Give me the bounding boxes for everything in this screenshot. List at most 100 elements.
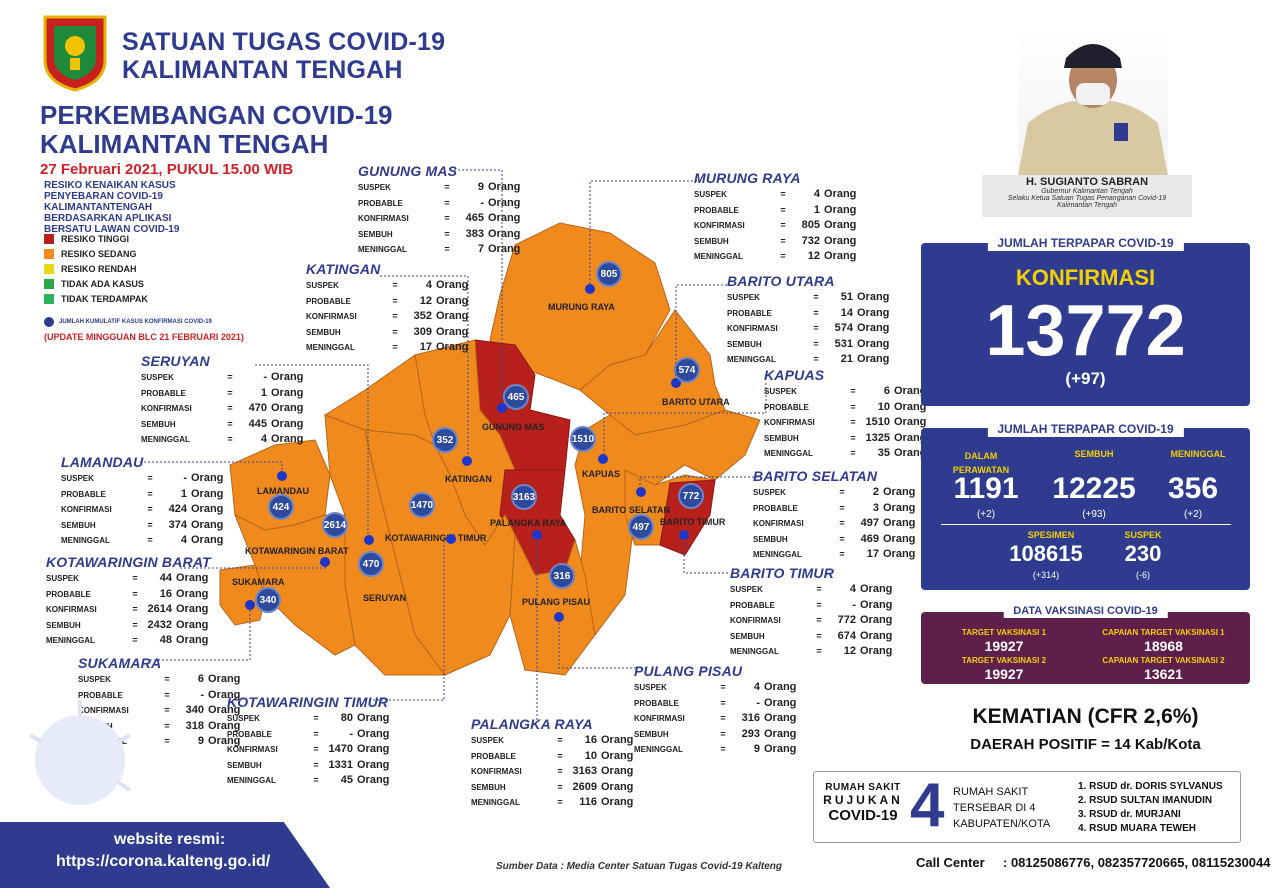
- stat-label: KONFIRMASI: [753, 519, 804, 528]
- stat-label: KONFIRMASI: [764, 418, 815, 427]
- stat-label: SEMBUH: [727, 339, 762, 349]
- legend-swatch: [44, 234, 54, 244]
- stat-label: PROBABLE: [730, 600, 775, 610]
- stat-equals: =: [444, 197, 450, 208]
- rs-list: 1. RSUD dr. DORIS SYLVANUS 2. RSUD SULTA…: [1078, 780, 1223, 836]
- stat-value: 4: [180, 534, 187, 546]
- stat-row-probable: PROBABLE = 16 Orang: [46, 587, 211, 603]
- stat-unit: Orang: [488, 212, 521, 224]
- stat-value: 374: [168, 518, 187, 531]
- stat-equals: =: [392, 326, 398, 337]
- stat-unit: Orang: [208, 735, 241, 747]
- stat-value: 772: [837, 614, 856, 626]
- region-stats-palangka-raya: PALANGKA RAYA SUSPEK = 16 Orang PROBABLE = 10 Or…: [471, 715, 633, 811]
- stat-row-sembuh: SEMBUH = 469 Orang: [753, 532, 915, 548]
- stat-equals: =: [227, 403, 233, 413]
- stat-label: SEMBUH: [471, 782, 506, 792]
- stat-row-meninggal: MENINGGAL = 4 Orang: [141, 432, 303, 448]
- stat-label: MENINGGAL: [764, 449, 813, 458]
- stat-equals: =: [850, 417, 856, 427]
- dalam-perawatan-delta: (+2): [976, 509, 996, 520]
- stat-label: PROBABLE: [78, 690, 123, 700]
- map-label-murung-raya: MURUNG RAYA: [548, 302, 615, 312]
- stat-unit: Orang: [436, 325, 469, 338]
- stat-row-sembuh: SEMBUH = 531 Orang: [727, 337, 889, 353]
- stat-unit: Orang: [208, 704, 241, 716]
- stat-equals: =: [816, 599, 822, 610]
- stat-value: 3163: [572, 765, 597, 777]
- stat-equals: =: [147, 504, 153, 514]
- stat-unit: Orang: [894, 416, 927, 428]
- stat-equals: =: [720, 744, 726, 754]
- stat-row-meninggal: MENINGGAL = 4 Orang: [61, 533, 223, 549]
- stat-label: KONFIRMASI: [727, 324, 778, 333]
- stat-label: KONFIRMASI: [78, 706, 129, 715]
- stat-equals: =: [164, 705, 170, 715]
- stat-value: 12: [807, 250, 820, 262]
- stat-equals: =: [313, 759, 319, 770]
- stat-equals: =: [164, 720, 170, 731]
- stat-value: 293: [741, 727, 760, 740]
- stat-row-probable: PROBABLE = - Orang: [634, 696, 796, 712]
- stat-label: KONFIRMASI: [61, 505, 112, 514]
- stat-label: MENINGGAL: [141, 435, 190, 444]
- target1-value: 19927: [984, 638, 1024, 654]
- stat-unit: Orang: [601, 780, 634, 793]
- capaian1-value: 18968: [1144, 638, 1183, 654]
- rs-mid-block: RUMAH SAKIT TERSEBAR DI 4 KABUPATEN/KOTA: [953, 784, 1050, 832]
- stat-row-suspek: SUSPEK = 51 Orang: [727, 290, 889, 306]
- stat-unit: Orang: [860, 614, 893, 626]
- stat-value: 12: [843, 645, 856, 657]
- stat-label: KONFIRMASI: [227, 745, 278, 754]
- region-stats-seruyan: SERUYAN SUSPEK = - Orang PROBABLE = 1 Orang KONFI…: [141, 352, 303, 448]
- stat-row-suspek: SUSPEK = 80 Orang: [227, 711, 389, 727]
- province-map: [219, 222, 760, 676]
- stat-label: PROBABLE: [141, 388, 186, 398]
- stat-unit: Orang: [488, 243, 521, 255]
- stat-equals: =: [780, 220, 786, 230]
- region-name: MURUNG RAYA: [694, 170, 801, 186]
- map-label-kotawaringin-timur: KOTAWARINGIN TIMUR: [385, 533, 487, 543]
- legend-swatch: [44, 294, 54, 304]
- stat-unit: Orang: [357, 774, 390, 786]
- legend-item: RESIKO SEDANG: [44, 249, 137, 259]
- location-dot-pulang-pisau: [554, 612, 564, 622]
- stat-unit: Orang: [176, 618, 209, 631]
- stat-unit: Orang: [357, 727, 390, 740]
- stat-unit: Orang: [191, 487, 224, 500]
- stat-row-suspek: SUSPEK = 4 Orang: [306, 278, 468, 294]
- stat-unit: Orang: [271, 433, 304, 445]
- stat-row-probable: PROBABLE = - Orang: [227, 727, 389, 743]
- stat-equals: =: [780, 235, 786, 246]
- stat-equals: =: [780, 204, 786, 215]
- stat-row-sembuh: SEMBUH = 732 Orang: [694, 234, 856, 250]
- stat-label: PROBABLE: [727, 308, 772, 318]
- stat-value: 1: [813, 203, 820, 216]
- capaian2-value: 13621: [1144, 666, 1183, 682]
- stat-label: SUSPEK: [694, 190, 727, 199]
- website-banner: [0, 822, 330, 888]
- stat-unit: Orang: [357, 743, 390, 755]
- region-name: SUKAMARA: [78, 655, 162, 671]
- target2-label: TARGET VAKSINASI 2: [961, 656, 1047, 665]
- stat-value: 1510: [865, 416, 890, 428]
- stat-unit: Orang: [601, 749, 634, 762]
- stat-equals: =: [557, 766, 563, 776]
- stat-label: SEMBUH: [730, 631, 765, 641]
- legend-item: TIDAK ADA KASUS: [44, 279, 144, 289]
- org-title: SATUAN TUGAS COVID-19 KALIMANTAN TENGAH: [122, 28, 445, 84]
- stat-unit: Orang: [857, 291, 890, 303]
- stat-row-probable: PROBABLE = - Orang: [78, 688, 240, 704]
- stat-row-konfirmasi: KONFIRMASI = 497 Orang: [753, 516, 915, 532]
- map-label-seruyan: SERUYAN: [363, 593, 407, 603]
- stat-row-probable: PROBABLE = 12 Orang: [306, 294, 468, 310]
- stat-row-sembuh: SEMBUH = 674 Orang: [730, 629, 892, 645]
- stat-equals: =: [720, 728, 726, 739]
- location-dot-lamandau: [277, 471, 287, 481]
- stat-equals: =: [444, 228, 450, 239]
- stat-row-suspek: SUSPEK = 2 Orang: [753, 485, 915, 501]
- stat-equals: =: [557, 797, 563, 807]
- website-link[interactable]: https://corona.kalteng.go.id/: [56, 853, 271, 870]
- region-name: KAPUAS: [764, 367, 825, 383]
- konfirmasi-panel-title: JUMLAH TERPAPAR COVID-19: [987, 235, 1184, 251]
